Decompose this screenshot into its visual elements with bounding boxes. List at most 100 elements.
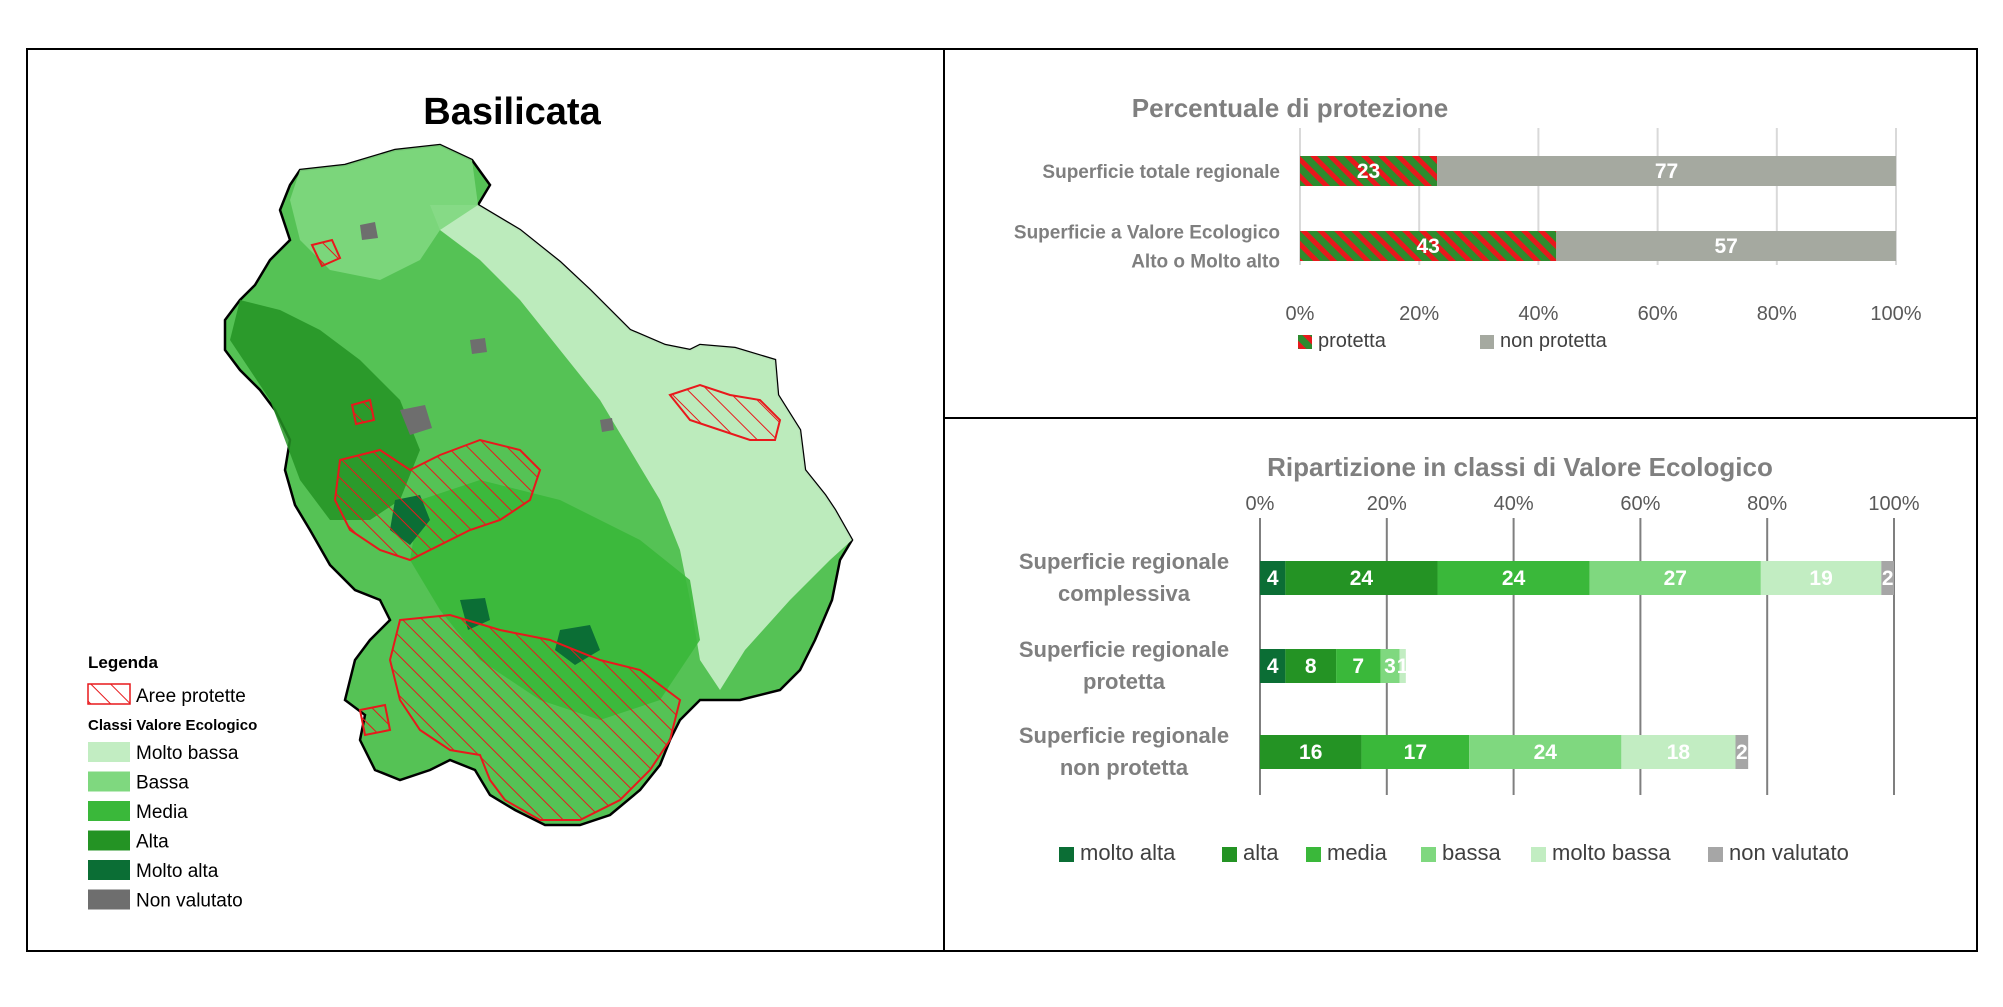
data-label-non-protetta-2: 57 bbox=[1714, 235, 1737, 258]
category-label-line: Alto o Molto alto bbox=[1131, 252, 1280, 273]
legend-swatch-media bbox=[1306, 847, 1321, 862]
tick-label-40: 40% bbox=[1494, 493, 1534, 515]
category-label-line: non protetta bbox=[1060, 755, 1189, 780]
region-very-low-zone bbox=[430, 205, 852, 690]
tick-label-80: 80% bbox=[1747, 493, 1787, 515]
bar-media-1 bbox=[1437, 561, 1590, 595]
data-label-media-2: 7 bbox=[1352, 655, 1364, 678]
data-label-alta-1: 24 bbox=[1350, 567, 1374, 590]
legend-label-molto-alta: Molto alta bbox=[136, 861, 219, 882]
legend-label-bassa: Bassa bbox=[136, 773, 189, 794]
data-label-molto-alta-1: 4 bbox=[1267, 567, 1279, 590]
data-label-protetta-1: 23 bbox=[1357, 160, 1380, 183]
region-low-zone bbox=[290, 145, 478, 280]
category-label-line: Superficie regionale bbox=[1019, 637, 1229, 662]
data-label-bassa-2: 3 bbox=[1384, 655, 1396, 678]
chart2-category-labels: Superficie regionale complessiva Superfici… bbox=[1019, 549, 1229, 780]
data-label-bassa-3: 24 bbox=[1534, 741, 1558, 764]
data-label-molto-bassa-2: 1 bbox=[1397, 655, 1409, 678]
legend-label-media: Media bbox=[136, 802, 188, 823]
legend-label-alta: alta bbox=[1243, 840, 1279, 865]
category-label-line: Superficie totale regionale bbox=[1042, 162, 1280, 183]
bar-bassa-1 bbox=[1589, 561, 1761, 595]
bar-media-2 bbox=[1336, 649, 1381, 683]
legend-class-list: Molto bassa Bassa Media Alta Molto alta Non v… bbox=[88, 742, 243, 912]
map-legend: Legenda Aree protette Classi Valore Ecol… bbox=[87, 653, 257, 912]
chart2-bars: 4 24 24 27 19 24 8 7 3 116 17 24 18 2 bbox=[1260, 561, 1894, 769]
bar-molto-alta-1 bbox=[1260, 561, 1286, 595]
bar-bassa-2 bbox=[1380, 649, 1400, 683]
legend-swatch-non-valutato bbox=[88, 889, 130, 910]
data-label-media-1: 24 bbox=[1502, 567, 1526, 590]
legend-label-protetta: protetta bbox=[1318, 330, 1387, 352]
map-title: Basilicata bbox=[423, 91, 601, 133]
legend-swatch-media bbox=[88, 801, 130, 821]
legend-label-alta: Alta bbox=[136, 832, 169, 853]
protected-area-south bbox=[388, 613, 682, 821]
tick-label-20: 20% bbox=[1367, 493, 1407, 515]
legend-swatch-molto-bassa bbox=[1531, 847, 1546, 862]
region-map bbox=[223, 143, 854, 827]
map-panel: Basilicata Legenda Aree protette Classi … bbox=[87, 91, 854, 912]
chart1-title: Percentuale di protezione bbox=[1132, 93, 1448, 123]
bar-molto-bassa-2 bbox=[1399, 649, 1406, 683]
chart1-tick-labels: 0% 20% 40% 60% 80% 100% bbox=[1286, 303, 1922, 325]
category-label-line: Superficie regionale bbox=[1019, 723, 1229, 748]
chart-protection-percentage: Percentuale di protezione 23 77 43 57 Super… bbox=[1014, 93, 1922, 352]
legend-swatch-non-protetta bbox=[1480, 335, 1494, 349]
legend-label-molto-alta: molto alta bbox=[1080, 840, 1176, 865]
legend-swatch-molto-alta bbox=[88, 860, 130, 880]
chart1-category-labels: Superficie totale regionale Superficie a … bbox=[1014, 162, 1280, 273]
bar-non-valutato-1 bbox=[1881, 561, 1894, 595]
legend-swatch-alta bbox=[1222, 847, 1237, 862]
outer-frame bbox=[26, 48, 1978, 952]
tick-label-60: 60% bbox=[1638, 303, 1678, 325]
bar-bassa-3 bbox=[1469, 735, 1622, 769]
legend-heading: Legenda bbox=[88, 653, 158, 672]
data-label-molto-bassa-1: 19 bbox=[1809, 567, 1832, 590]
bar-alta-2 bbox=[1285, 649, 1337, 683]
category-label-2: Superficie a Valore Ecologico Alto o Molt… bbox=[1014, 223, 1280, 273]
legend-label-non-valutato: Non valutato bbox=[136, 891, 243, 912]
chart-ecological-value-classes: Ripartizione in classi di Valore Ecologi… bbox=[1019, 452, 1920, 865]
chart2-legend: molto alta alta media bassa molto bassa non v… bbox=[1059, 840, 1849, 865]
data-label-molto-bassa-3: 18 bbox=[1667, 741, 1691, 764]
category-label-2: Superficie regionale protetta bbox=[1019, 637, 1229, 694]
bar-molto-bassa-3 bbox=[1621, 735, 1736, 769]
bar-alta-1 bbox=[1285, 561, 1438, 595]
legend-swatch-bassa bbox=[88, 771, 130, 792]
legend-swatch-bassa bbox=[1421, 847, 1436, 862]
chart2-title: Ripartizione in classi di Valore Ecologi… bbox=[1267, 452, 1773, 482]
data-label-molto-alta-2: 4 bbox=[1267, 655, 1279, 678]
bar-molto-bassa-1 bbox=[1760, 561, 1882, 595]
tick-label-100: 100% bbox=[1870, 303, 1921, 325]
tick-label-0: 0% bbox=[1286, 303, 1315, 325]
category-label-1: Superficie totale regionale bbox=[1042, 162, 1280, 183]
legend-swatch-molto-bassa bbox=[88, 742, 130, 762]
data-label-non-protetta-1: 77 bbox=[1655, 160, 1678, 183]
bar-media-3 bbox=[1361, 735, 1470, 769]
data-label-alta-2: 8 bbox=[1305, 655, 1317, 678]
legend-swatch-alta bbox=[88, 830, 130, 851]
category-label-3: Superficie regionale non protetta bbox=[1019, 723, 1229, 780]
tick-label-60: 60% bbox=[1620, 493, 1660, 515]
legend-label-non-protetta: non protetta bbox=[1500, 330, 1608, 352]
legend-classes-heading: Classi Valore Ecologico bbox=[88, 717, 257, 734]
legend-label-molto-bassa: Molto bassa bbox=[136, 743, 239, 764]
bar-non-protetta-1 bbox=[1437, 156, 1896, 186]
category-label-line: protetta bbox=[1083, 669, 1166, 694]
data-label-non-valutato-3: 2 bbox=[1736, 741, 1748, 764]
tick-label-100: 100% bbox=[1868, 493, 1919, 515]
legend-label-molto-bassa: molto bassa bbox=[1552, 840, 1671, 865]
chart1-bars: 23 77 43 57 bbox=[1300, 156, 1896, 261]
bar-non-valutato-3 bbox=[1735, 735, 1749, 769]
tick-label-80: 80% bbox=[1757, 303, 1797, 325]
legend-swatch-molto-alta bbox=[1059, 847, 1074, 862]
tick-label-0: 0% bbox=[1246, 493, 1275, 515]
data-label-bassa-1: 27 bbox=[1664, 567, 1687, 590]
legend-protected-swatch bbox=[87, 683, 131, 705]
data-label-non-valutato-1: 2 bbox=[1882, 567, 1894, 590]
data-label-media-3: 17 bbox=[1404, 741, 1427, 764]
category-label-1: Superficie regionale complessiva bbox=[1019, 549, 1229, 606]
bar-protetta-1 bbox=[1300, 156, 1438, 186]
